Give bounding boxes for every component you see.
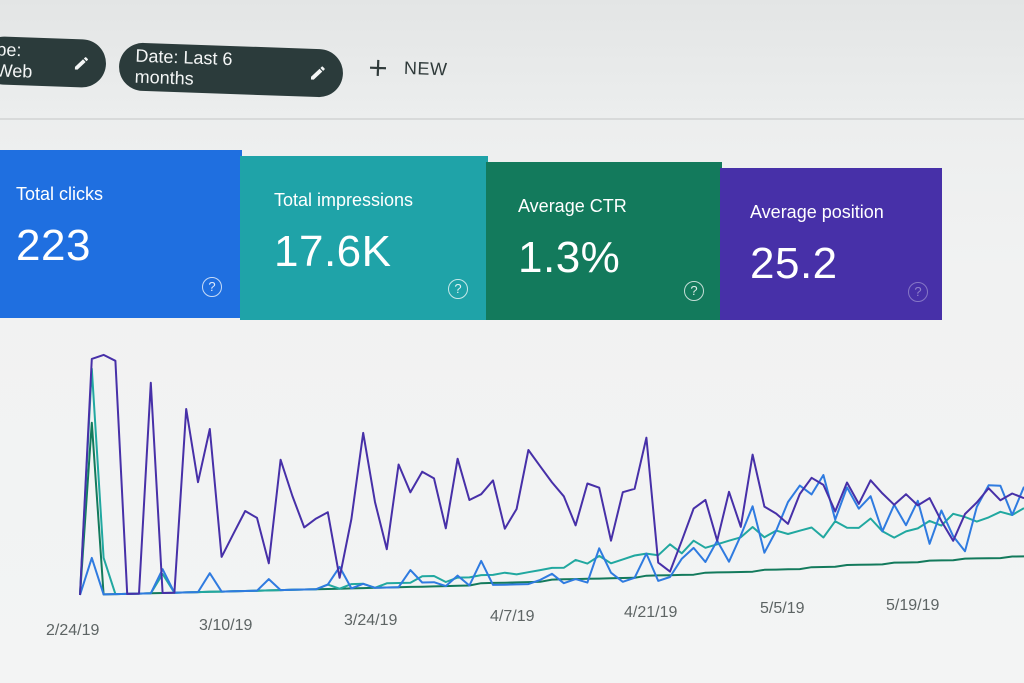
help-icon[interactable]: ? [448, 279, 468, 299]
help-icon[interactable]: ? [684, 281, 704, 301]
x-tick-label: 3/10/19 [199, 617, 253, 634]
x-tick-label: 5/5/19 [760, 600, 805, 617]
metric-card-total-clicks[interactable]: Total clicks 223 ? [0, 150, 242, 318]
series-line-0 [79, 353, 1024, 596]
series-line-3 [79, 421, 1024, 596]
filter-bar: pe: Web Date: Last 6 months NEW [0, 0, 1024, 120]
metric-label: Average position [750, 202, 884, 222]
date-range-filter-label: Date: Last 6 months [134, 45, 233, 89]
search-type-filter-label: pe: Web [0, 39, 33, 82]
series-line-1 [79, 474, 1024, 596]
edit-pencil-icon[interactable] [73, 54, 91, 73]
x-tick-label: 5/19/19 [886, 597, 940, 614]
x-tick-label: 4/7/19 [490, 608, 535, 625]
plus-icon [369, 59, 387, 76]
metric-label: Total impressions [274, 190, 414, 210]
metric-label: Average CTR [518, 196, 627, 216]
metric-card-total-impressions[interactable]: Total impressions 17.6K ? [240, 156, 488, 320]
edit-pencil-icon[interactable] [309, 64, 328, 83]
x-tick-label: 2/24/19 [46, 622, 100, 639]
x-tick-label: 3/24/19 [344, 612, 398, 629]
metric-card-average-position[interactable]: Average position 25.2 ? [720, 168, 942, 320]
metric-value: 25.2 [750, 239, 838, 288]
metric-label: Total clicks [16, 184, 104, 204]
performance-chart[interactable]: 2/24/19 3/10/19 3/24/19 4/7/19 4/21/19 5… [0, 330, 1024, 683]
metric-value: 1.3% [518, 233, 621, 282]
new-filter-label: NEW [403, 57, 448, 80]
x-tick-label: 4/21/19 [624, 604, 678, 621]
performance-line-chart [79, 353, 1024, 596]
help-icon[interactable]: ? [908, 282, 928, 302]
metric-card-average-ctr[interactable]: Average CTR 1.3% ? [486, 162, 722, 320]
help-icon[interactable]: ? [202, 277, 222, 297]
metric-value: 17.6K [274, 227, 392, 276]
search-type-filter-chip[interactable]: pe: Web [0, 35, 107, 89]
new-filter-button[interactable]: NEW [368, 57, 448, 81]
date-range-filter-chip[interactable]: Date: Last 6 months [118, 42, 344, 98]
metric-value: 223 [16, 221, 91, 270]
